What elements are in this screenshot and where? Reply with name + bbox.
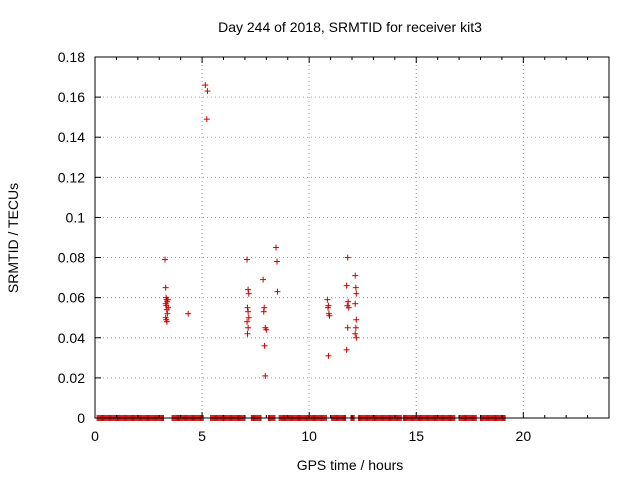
y-tick-label: 0.02 bbox=[58, 370, 85, 386]
data-point-marker bbox=[165, 304, 172, 311]
data-point-marker bbox=[244, 304, 251, 311]
y-tick-label: 0.08 bbox=[58, 250, 85, 266]
data-point-marker bbox=[263, 326, 270, 333]
data-point-marker bbox=[325, 352, 332, 359]
data-points bbox=[96, 82, 506, 421]
data-point-marker bbox=[203, 116, 210, 123]
data-point-marker bbox=[244, 256, 251, 263]
x-tick-label: 5 bbox=[198, 428, 206, 444]
data-point-marker bbox=[325, 304, 332, 311]
y-tick-label: 0 bbox=[77, 410, 85, 426]
y-tick-label: 0.1 bbox=[66, 209, 86, 225]
data-point-marker bbox=[245, 314, 252, 321]
y-tick-label: 0.16 bbox=[58, 89, 85, 105]
x-tick-label: 10 bbox=[301, 428, 317, 444]
plot-frame bbox=[94, 56, 610, 419]
chart-title: Day 244 of 2018, SRMTID for receiver kit… bbox=[218, 19, 482, 35]
data-point-marker bbox=[343, 282, 350, 289]
data-point-marker bbox=[272, 244, 279, 251]
data-point-marker bbox=[353, 316, 360, 323]
data-point-marker bbox=[204, 88, 211, 95]
data-point-marker bbox=[164, 296, 171, 303]
x-tick-label: 0 bbox=[91, 428, 99, 444]
data-point-marker bbox=[274, 258, 281, 265]
data-point-marker bbox=[344, 324, 351, 331]
data-point-marker bbox=[185, 310, 192, 317]
y-tick-label: 0.12 bbox=[58, 169, 85, 185]
data-point-marker bbox=[245, 308, 252, 315]
data-point-marker bbox=[262, 372, 269, 379]
data-point-marker bbox=[162, 284, 169, 291]
data-point-marker bbox=[352, 324, 359, 331]
data-point-marker bbox=[274, 288, 281, 295]
data-point-marker bbox=[352, 330, 359, 337]
data-point-marker bbox=[162, 256, 169, 263]
y-tick-label: 0.14 bbox=[58, 129, 85, 145]
data-point-marker bbox=[245, 290, 252, 297]
data-point-marker bbox=[245, 324, 252, 331]
data-point-marker bbox=[202, 82, 209, 89]
data-point-marker bbox=[261, 342, 268, 349]
y-tick-label: 0.04 bbox=[58, 330, 85, 346]
data-point-marker bbox=[353, 334, 360, 341]
grid-lines bbox=[95, 57, 609, 418]
y-tick-label: 0.06 bbox=[58, 290, 85, 306]
y-axis-label: SRMTID / TECUs bbox=[5, 183, 21, 293]
axis-ticks: 0 0.02 0.04 0.06 0.08 0.1 0.12 0.14 0.16 0.18 0 5 10… bbox=[58, 49, 609, 444]
data-point-marker bbox=[344, 254, 351, 261]
data-point-marker bbox=[345, 298, 352, 305]
data-point-marker bbox=[244, 318, 251, 325]
data-point-marker bbox=[244, 330, 251, 337]
y-tick-label: 0.18 bbox=[58, 49, 85, 65]
data-point-marker bbox=[245, 286, 252, 293]
data-point-marker bbox=[352, 284, 359, 291]
data-point-marker bbox=[164, 310, 171, 317]
x-axis-label: GPS time / hours bbox=[297, 457, 404, 473]
data-point-marker bbox=[260, 308, 267, 315]
data-point-marker bbox=[353, 290, 360, 297]
x-tick-label: 15 bbox=[408, 428, 424, 444]
data-point-marker bbox=[352, 272, 359, 279]
data-point-marker bbox=[260, 276, 267, 283]
data-point-marker bbox=[352, 300, 359, 307]
data-point-marker bbox=[345, 304, 352, 311]
x-tick-label: 20 bbox=[516, 428, 532, 444]
data-point-marker bbox=[326, 312, 333, 319]
data-point-marker bbox=[324, 296, 331, 303]
data-point-marker bbox=[163, 318, 170, 325]
data-point-marker bbox=[343, 346, 350, 353]
